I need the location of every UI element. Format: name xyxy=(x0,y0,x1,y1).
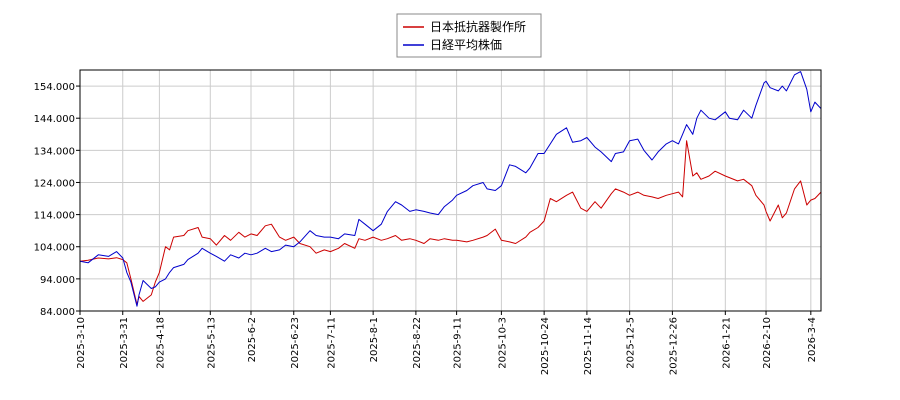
y-tick-label: 124.000 xyxy=(34,178,75,189)
x-tick-label: 2025-11-14 xyxy=(583,317,594,375)
x-tick-label: 2025-10-24 xyxy=(540,317,551,375)
plot-frame xyxy=(79,69,822,312)
series-line-1 xyxy=(79,140,822,306)
x-tick-label: 2025-12-5 xyxy=(626,317,637,369)
x-tick-label: 2025-4-18 xyxy=(155,317,166,369)
x-tick-label: 2025-6-23 xyxy=(290,317,301,369)
y-tick-label: 114.000 xyxy=(34,211,75,222)
x-tick-label: 2025-7-11 xyxy=(326,317,337,369)
legend-box xyxy=(396,13,542,58)
legend-label-1: 日本抵抗器製作所 xyxy=(430,19,526,34)
x-tick-label: 2025-8-1 xyxy=(369,317,380,362)
x-tick-label: 2026-2-10 xyxy=(762,317,773,369)
x-tick-label: 2026-1-21 xyxy=(721,317,732,369)
x-tick-label: 2025-5-13 xyxy=(206,317,217,369)
y-tick-label: 144.000 xyxy=(34,114,75,125)
x-tick-label: 2025-9-11 xyxy=(453,317,464,369)
x-tick-label: 2026-3-4 xyxy=(807,317,818,362)
y-tick-label: 104.000 xyxy=(34,243,75,254)
x-tick-label: 2025-3-10 xyxy=(76,317,87,369)
y-tick-label: 134.000 xyxy=(34,146,75,157)
x-axis: 2025-3-10 2025-3-31 2025-4-18 2025-5-13 2025… xyxy=(76,311,818,375)
y-axis: 84.000 94.000 104.000 114.000 124.000 134.000… xyxy=(34,82,80,318)
x-tick-label: 2025-8-22 xyxy=(412,317,423,369)
legend-label-2: 日経平均株価 xyxy=(430,37,502,52)
series-line-2 xyxy=(79,71,822,307)
y-tick-label: 84.000 xyxy=(40,307,75,318)
y-tick-label: 94.000 xyxy=(40,275,75,286)
x-tick-label: 2025-10-3 xyxy=(497,317,508,369)
series-group xyxy=(79,71,822,307)
x-tick-label: 2025-3-31 xyxy=(119,317,130,369)
y-tick-label: 154.000 xyxy=(34,82,75,93)
x-tick-label: 2025-6-2 xyxy=(247,317,258,362)
grid-lines xyxy=(79,70,821,312)
x-tick-label: 2025-12-26 xyxy=(668,317,679,375)
